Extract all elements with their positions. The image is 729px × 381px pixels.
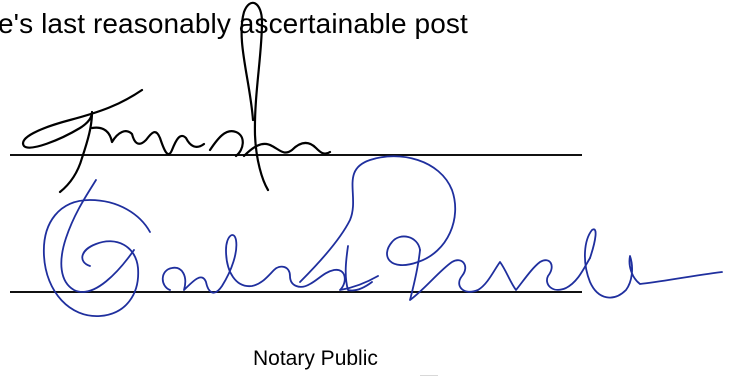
signature-darlene-stem: [60, 179, 135, 293]
signature-darlene-surname: [409, 249, 591, 301]
signature-darlene-middle: [161, 234, 379, 294]
signature-line-2: [10, 291, 582, 293]
signature-kathy-loop: [240, 1, 270, 192]
signature-darlene: [43, 155, 723, 317]
signature-kathy: [21, 1, 332, 194]
signature-line-1: [10, 154, 582, 156]
signature-kathy-initial: [21, 88, 144, 194]
signature-darlene-sweep: [299, 155, 457, 283]
signature-kathy-surname: [208, 130, 332, 158]
signature-darlene-tail: [584, 228, 723, 299]
scan-artifact: [420, 375, 438, 376]
document-text-line: e's last reasonably ascertainable post: [0, 8, 468, 39]
notary-public-label: Notary Public: [253, 347, 378, 370]
signature-darlene-left-loop: [43, 199, 151, 317]
signature-kathy-strokes: [90, 126, 206, 156]
signature-darlene-underline: [344, 245, 373, 292]
